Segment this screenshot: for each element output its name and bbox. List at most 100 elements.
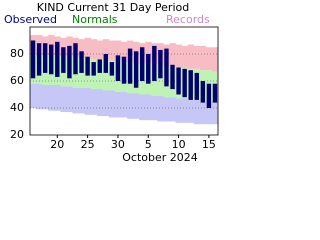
- observed-bar: [109, 62, 115, 76]
- observed-bar: [49, 44, 54, 75]
- observed-bar: [194, 72, 199, 100]
- record-high-band: [108, 40, 116, 61]
- record-low-band: [48, 85, 55, 111]
- observed-bar: [188, 70, 193, 100]
- observed-bar: [91, 62, 96, 76]
- record-low-band: [120, 91, 128, 118]
- record-high-band: [169, 43, 176, 67]
- observed-bar: [67, 45, 72, 79]
- record-low-band: [60, 86, 67, 113]
- record-low-band: [66, 86, 73, 113]
- observed-bar: [121, 56, 127, 84]
- observed-bar: [133, 51, 139, 88]
- record-high-band: [84, 37, 91, 59]
- observed-bar: [182, 68, 187, 98]
- record-low-band: [187, 99, 195, 123]
- record-high-band: [96, 40, 104, 60]
- record-low-band: [114, 91, 122, 118]
- record-high-band: [211, 47, 219, 72]
- y-tick-label: 60: [10, 74, 24, 87]
- record-low-band: [54, 85, 61, 111]
- record-low-band: [199, 101, 207, 125]
- record-low-band: [139, 94, 146, 121]
- observed-bar: [139, 47, 145, 81]
- record-high-band: [193, 45, 201, 69]
- y-tick-label: 80: [10, 47, 24, 60]
- record-high-band: [187, 44, 195, 69]
- observed-bar: [97, 59, 102, 73]
- x-tick-label: 10: [172, 138, 186, 151]
- record-high-band: [90, 39, 98, 60]
- observed-bar: [115, 55, 121, 81]
- x-tick-label: 5: [145, 138, 152, 151]
- observed-bar: [73, 43, 78, 75]
- record-high-band: [78, 39, 85, 59]
- x-tick-label: 30: [111, 138, 125, 151]
- record-low-band: [127, 93, 134, 119]
- record-low-band: [169, 97, 176, 122]
- x-tick-label: 20: [50, 138, 64, 151]
- record-low-band: [78, 87, 85, 114]
- observed-bar: [170, 64, 175, 90]
- normal-band: [102, 59, 110, 91]
- chart-title: KIND Current 31 Day Period: [37, 1, 189, 14]
- record-low-band: [145, 94, 152, 121]
- record-low-band: [205, 101, 213, 125]
- record-high-band: [102, 39, 110, 60]
- legend: Observed Normals Records: [4, 13, 210, 26]
- record-high-band: [145, 41, 152, 64]
- record-low-band: [42, 85, 49, 110]
- observed-bar: [212, 83, 218, 103]
- observed-bar: [146, 54, 151, 84]
- record-low-band: [211, 101, 219, 125]
- observed-bar: [42, 43, 48, 73]
- observed-bar: [206, 83, 212, 108]
- y-tick-label: 40: [10, 101, 24, 114]
- plot-area: [30, 35, 219, 125]
- record-high-band: [199, 45, 207, 71]
- legend-entry: Records: [166, 13, 210, 26]
- observed-bar: [127, 48, 133, 84]
- legend-entry: Normals: [72, 13, 118, 26]
- record-high-band: [175, 44, 182, 68]
- observed-bar: [85, 56, 90, 76]
- record-low-band: [175, 98, 182, 123]
- observed-bar: [152, 45, 157, 81]
- x-tick-label: 15: [202, 138, 216, 151]
- observed-bar: [200, 81, 206, 103]
- record-low-band: [96, 89, 104, 117]
- record-low-band: [133, 93, 140, 119]
- observed-bar: [103, 54, 109, 73]
- observed-bar: [36, 43, 42, 76]
- observed-bar: [158, 49, 163, 79]
- record-low-band: [84, 87, 91, 115]
- observed-bar: [30, 40, 36, 79]
- record-low-band: [181, 98, 188, 123]
- observed-bar: [55, 41, 60, 77]
- observed-bar: [164, 48, 169, 87]
- record-high-band: [114, 40, 122, 61]
- plot-frame: [29, 26, 219, 136]
- record-low-band: [36, 83, 43, 110]
- record-low-band: [90, 89, 98, 115]
- observed-bar: [79, 51, 84, 73]
- record-low-band: [30, 83, 37, 108]
- record-low-band: [151, 95, 158, 121]
- chart: KIND Current 31 Day Period Observed Norma…: [4, 1, 219, 164]
- observed-bar: [176, 67, 181, 95]
- record-low-band: [108, 90, 116, 118]
- record-low-band: [163, 97, 170, 122]
- observed-bar: [61, 47, 66, 73]
- normal-band: [96, 59, 104, 90]
- record-high-band: [205, 47, 213, 71]
- normal-band: [157, 64, 164, 96]
- record-low-band: [72, 87, 79, 114]
- record-high-band: [120, 41, 128, 63]
- record-high-band: [181, 45, 188, 68]
- legend-entry: Observed: [4, 13, 57, 26]
- y-tick-label: 20: [10, 128, 24, 141]
- record-low-band: [157, 95, 164, 122]
- x-axis-label: October 2024: [122, 151, 198, 164]
- record-low-band: [193, 99, 201, 125]
- x-tick-label: 25: [81, 138, 95, 151]
